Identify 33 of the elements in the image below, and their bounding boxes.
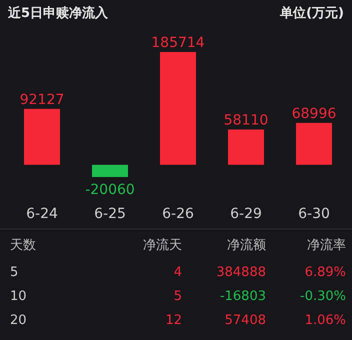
text: 单位(万元) xyxy=(279,5,344,21)
x-tick-label: 6-30 xyxy=(298,206,330,222)
text: 10 xyxy=(10,289,27,304)
text: 5 xyxy=(10,265,18,280)
data-label: 58110 xyxy=(224,112,268,129)
bar xyxy=(160,52,196,165)
chart-title: 近5日申赎净流入 xyxy=(7,5,110,21)
text: 57408 xyxy=(224,313,266,328)
category-label: 净流率 xyxy=(307,237,346,253)
text: 384888 xyxy=(216,265,266,280)
data-label: -20060 xyxy=(85,182,135,198)
bar xyxy=(228,130,264,165)
data-label: 68996 xyxy=(292,106,336,122)
text: 5 xyxy=(174,289,182,304)
text: -0.30% xyxy=(300,289,346,304)
category-label: 天数 xyxy=(10,238,36,253)
data-label: 92127 xyxy=(20,92,64,108)
x-tick-label: 6-26 xyxy=(162,206,194,222)
x-tick-label: 6-29 xyxy=(230,206,262,222)
bar xyxy=(24,108,60,165)
text: -16803 xyxy=(220,289,266,304)
x-tick-label: 6-25 xyxy=(94,206,126,222)
bar xyxy=(92,164,128,177)
category-label: 净流天 xyxy=(143,237,182,253)
text: 20 xyxy=(10,313,27,328)
text: 4 xyxy=(174,265,182,280)
bar xyxy=(296,122,332,165)
text: 1.06% xyxy=(304,313,346,328)
text: 12 xyxy=(165,313,182,328)
data-label: 185714 xyxy=(151,35,205,51)
text: 6.89% xyxy=(304,265,346,280)
category-label: 净流额 xyxy=(227,237,266,253)
x-tick-label: 6-24 xyxy=(26,206,58,222)
